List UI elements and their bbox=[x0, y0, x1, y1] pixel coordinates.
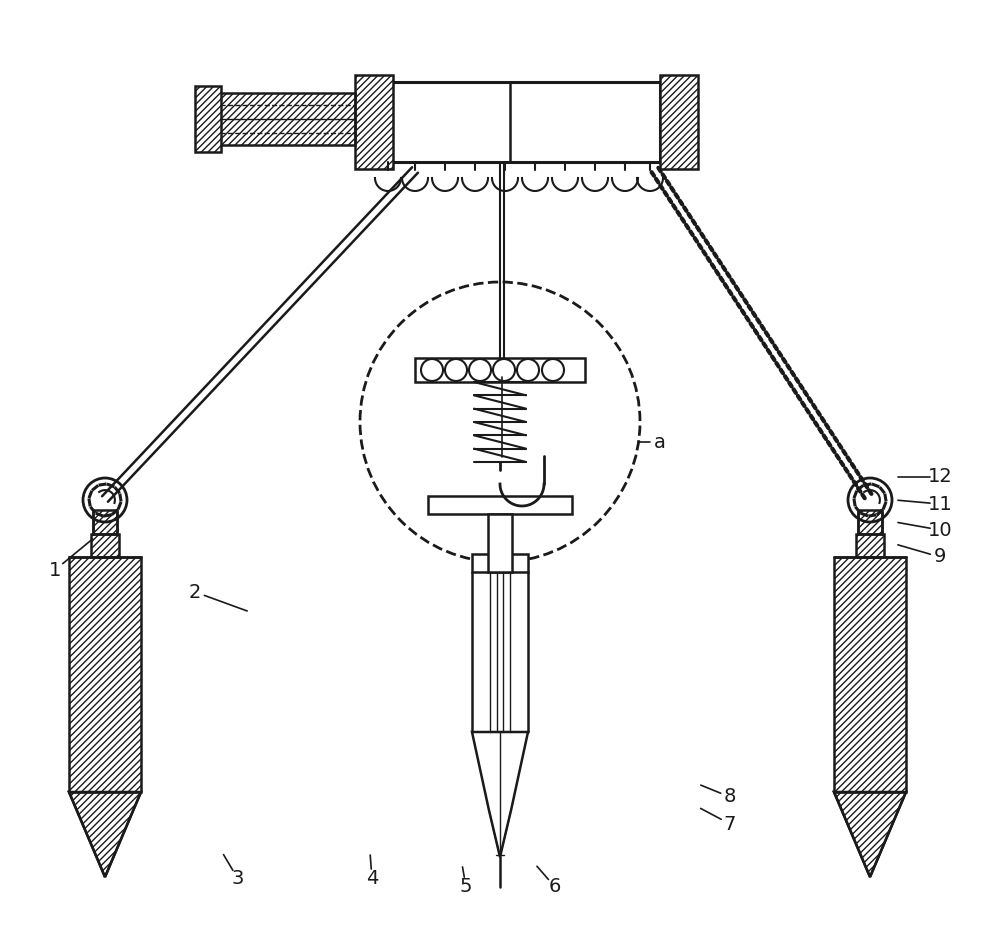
Text: 5: 5 bbox=[460, 878, 472, 897]
Bar bbox=[472, 554, 528, 572]
Polygon shape bbox=[472, 732, 528, 857]
Text: 8: 8 bbox=[724, 787, 736, 806]
Bar bbox=[856, 534, 884, 557]
Circle shape bbox=[469, 359, 491, 381]
Text: 7: 7 bbox=[724, 815, 736, 834]
Bar bbox=[660, 75, 698, 169]
Bar bbox=[355, 75, 393, 169]
Bar bbox=[858, 510, 882, 534]
Bar bbox=[834, 557, 906, 792]
Bar bbox=[428, 496, 572, 514]
Circle shape bbox=[421, 359, 443, 381]
Text: 4: 4 bbox=[366, 869, 378, 888]
Bar bbox=[220, 93, 355, 145]
Bar bbox=[355, 75, 393, 169]
Text: 10: 10 bbox=[928, 521, 952, 540]
Bar bbox=[69, 557, 141, 792]
Bar bbox=[93, 510, 117, 534]
Bar bbox=[834, 557, 906, 792]
Text: 9: 9 bbox=[934, 547, 946, 566]
Bar bbox=[220, 93, 355, 145]
Circle shape bbox=[848, 478, 892, 522]
Text: 2: 2 bbox=[189, 583, 201, 602]
Circle shape bbox=[83, 478, 127, 522]
Circle shape bbox=[493, 359, 515, 381]
Bar bbox=[858, 510, 882, 534]
Bar bbox=[69, 557, 141, 792]
Bar bbox=[856, 534, 884, 557]
Text: 12: 12 bbox=[928, 467, 952, 486]
Bar bbox=[858, 510, 882, 534]
Bar bbox=[220, 93, 355, 145]
Circle shape bbox=[542, 359, 564, 381]
Bar bbox=[380, 82, 660, 162]
Circle shape bbox=[445, 359, 467, 381]
Bar bbox=[415, 358, 585, 382]
Circle shape bbox=[517, 359, 539, 381]
Bar bbox=[195, 86, 221, 152]
Bar bbox=[91, 534, 119, 557]
Text: 1: 1 bbox=[49, 561, 61, 580]
Polygon shape bbox=[834, 792, 906, 877]
Bar bbox=[660, 75, 698, 169]
Circle shape bbox=[360, 282, 640, 562]
Bar bbox=[91, 534, 119, 557]
Bar bbox=[660, 75, 698, 169]
Bar bbox=[355, 75, 393, 169]
Bar bbox=[93, 510, 117, 534]
Polygon shape bbox=[69, 792, 141, 877]
Bar bbox=[69, 557, 141, 792]
Bar bbox=[856, 534, 884, 557]
Bar bbox=[195, 86, 221, 152]
Bar bbox=[91, 534, 119, 557]
Text: 11: 11 bbox=[928, 494, 952, 513]
Bar bbox=[488, 514, 512, 572]
Text: a: a bbox=[654, 432, 666, 451]
Text: 3: 3 bbox=[232, 869, 244, 888]
Bar bbox=[834, 557, 906, 792]
Text: 6: 6 bbox=[549, 878, 561, 897]
Bar bbox=[93, 510, 117, 534]
Bar bbox=[195, 86, 221, 152]
